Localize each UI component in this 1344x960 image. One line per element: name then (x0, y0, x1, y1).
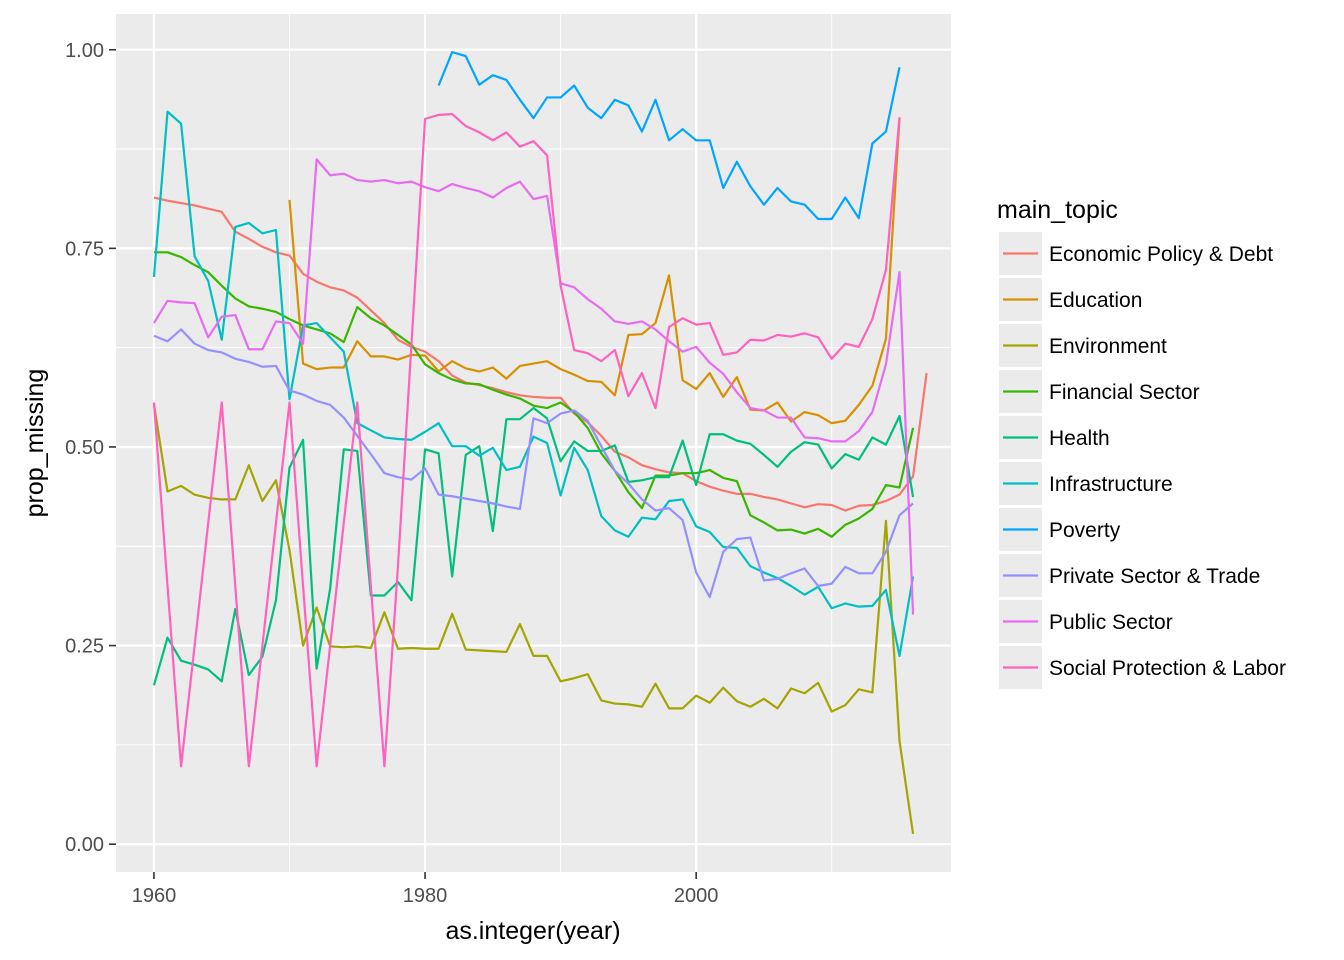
legend-label: Poverty (1049, 519, 1121, 542)
series-lines (152, 51, 928, 835)
legend: main_topic Economic Policy & Debt Educati… (997, 196, 1286, 689)
legend-label: Economic Policy & Debt (1049, 243, 1273, 266)
legend-label: Environment (1049, 335, 1167, 358)
x-axis: 1960 1980 2000 (132, 872, 719, 907)
y-tick-label: 1.00 (65, 40, 104, 62)
x-axis-title: as.integer(year) (445, 917, 620, 945)
legend-label: Social Protection & Labor (1049, 657, 1286, 680)
y-tick-label: 0.00 (65, 834, 104, 856)
x-tick-label: 2000 (674, 885, 719, 907)
x-tick-label: 1980 (403, 885, 448, 907)
y-axis-title: prop_missing (21, 369, 49, 518)
x-tick-label: 1960 (132, 885, 177, 907)
y-tick-label: 0.50 (65, 437, 104, 459)
y-tick-label: 0.75 (65, 238, 104, 260)
series-line-social-protection-labor (152, 112, 901, 768)
series-line-poverty (437, 51, 901, 221)
series-line-environment (152, 403, 915, 835)
legend-label: Private Sector & Trade (1049, 565, 1260, 588)
y-tick-label: 0.25 (65, 636, 104, 658)
y-axis: 0.00 0.25 0.50 0.75 1.00 (65, 40, 116, 856)
series-line-education (288, 118, 901, 425)
series-line-infrastructure (152, 110, 915, 658)
series-line-health (152, 406, 915, 686)
legend-label: Public Sector (1049, 611, 1173, 634)
grid-minor (116, 14, 951, 872)
legend-label: Infrastructure (1049, 473, 1173, 496)
series-line-private-sector-trade (153, 328, 914, 599)
legend-title: main_topic (997, 196, 1118, 224)
series-line-public-sector (153, 158, 915, 615)
legend-label: Financial Sector (1049, 381, 1200, 404)
series-line-financial-sector (153, 251, 915, 538)
legend-label: Health (1049, 427, 1110, 450)
legend-label: Education (1049, 289, 1142, 312)
series-line-economic-policy-debt (153, 196, 928, 512)
grid-major (116, 14, 951, 872)
